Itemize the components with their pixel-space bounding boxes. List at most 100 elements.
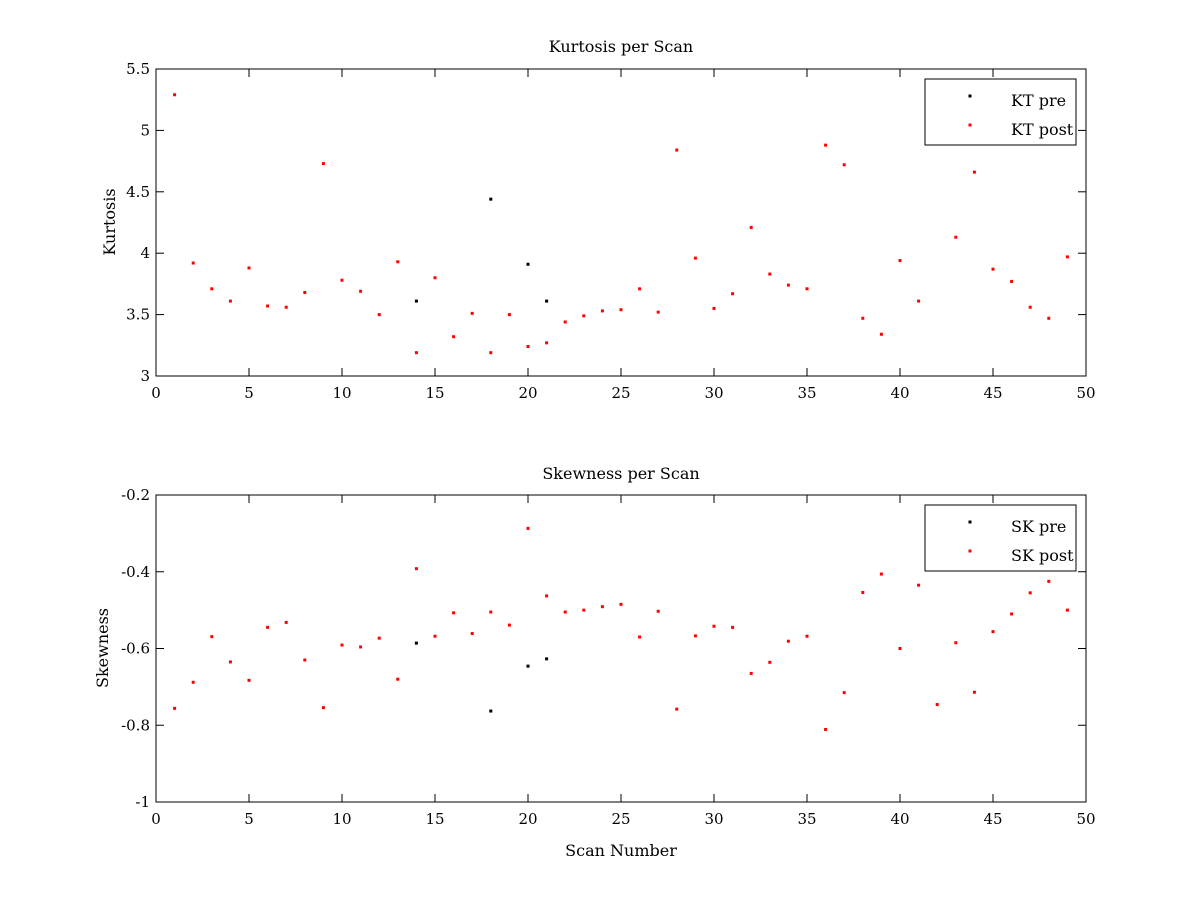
- kurtosis-marker-post: [824, 143, 828, 147]
- skewness-marker-post: [731, 625, 735, 629]
- kurtosis-marker-post: [266, 304, 270, 308]
- x-tick-label: 5: [244, 384, 254, 402]
- x-tick-label: 45: [983, 810, 1002, 828]
- kurtosis-marker-post: [321, 162, 325, 166]
- skewness-chart-title: Skewness per Scan: [542, 464, 699, 483]
- kurtosis-legend-label-pre: KT pre: [1011, 91, 1066, 110]
- skewness-marker-post: [954, 641, 958, 645]
- x-tick-label: 5: [244, 810, 254, 828]
- kurtosis-marker-pre: [545, 299, 549, 303]
- skewness-marker-post: [210, 635, 214, 639]
- kurtosis-marker-post: [228, 299, 232, 303]
- kurtosis-marker-post: [470, 311, 474, 315]
- kurtosis-marker-post: [582, 314, 586, 318]
- y-tick-label: -1: [135, 793, 150, 811]
- kurtosis-marker-post: [972, 170, 976, 174]
- kurtosis-marker-post: [545, 341, 549, 345]
- skewness-marker-post: [600, 605, 604, 609]
- kurtosis-marker-pre: [414, 299, 418, 303]
- skewness-legend: SK pre SK post: [924, 504, 1077, 572]
- kurtosis-marker-post: [414, 351, 418, 355]
- kurtosis-marker-post: [842, 163, 846, 167]
- x-tick-label: 25: [611, 384, 630, 402]
- kurtosis-legend-box: [924, 78, 1077, 146]
- kurtosis-marker-post: [173, 93, 177, 97]
- skewness-marker-pre: [414, 641, 418, 645]
- kurtosis-marker-post: [805, 287, 809, 291]
- x-tick-label: 30: [704, 810, 723, 828]
- skewness-marker-post: [377, 636, 381, 640]
- kurtosis-marker-post: [638, 287, 642, 291]
- skewness-marker-post: [1047, 579, 1051, 583]
- skewness-marker-post: [507, 623, 511, 627]
- skewness-marker-post: [526, 526, 530, 530]
- skewness-marker-post: [266, 625, 270, 629]
- kurtosis-marker-post: [693, 256, 697, 260]
- kurtosis-marker-post: [786, 283, 790, 287]
- skewness-marker-post: [786, 639, 790, 643]
- x-tick-label: 15: [425, 384, 444, 402]
- y-tick-label: -0.8: [121, 716, 150, 734]
- kurtosis-marker-post: [247, 266, 251, 270]
- skewness-marker-post: [935, 703, 939, 707]
- skewness-marker-post: [396, 677, 400, 681]
- x-tick-label: 10: [332, 384, 351, 402]
- kurtosis-legend-marker-post: [968, 123, 972, 127]
- kurtosis-marker-post: [1028, 305, 1032, 309]
- skewness-marker-post: [582, 608, 586, 612]
- skewness-marker-post: [321, 706, 325, 710]
- skewness-marker-post: [452, 611, 456, 615]
- kurtosis-marker-post: [396, 260, 400, 264]
- kurtosis-marker-post: [917, 299, 921, 303]
- skewness-y-axis-label: Skewness: [93, 608, 112, 688]
- kurtosis-marker-pre: [489, 197, 493, 201]
- skewness-marker-post: [749, 671, 753, 675]
- kurtosis-marker-post: [340, 278, 344, 282]
- skewness-marker-post: [247, 678, 251, 682]
- skewness-marker-post: [861, 590, 865, 594]
- kurtosis-chart-title: Kurtosis per Scan: [549, 37, 693, 56]
- skewness-marker-post: [489, 610, 493, 614]
- skewness-axes: 0 5 10 15 20 25 30 35 40 45 50 -1 -0.8 -0.6 -0.4 -0.2 S…: [93, 464, 1096, 860]
- kurtosis-marker-post: [898, 259, 902, 263]
- kurtosis-marker-post: [712, 306, 716, 310]
- skewness-marker-post: [898, 647, 902, 650]
- kurtosis-marker-post: [433, 276, 437, 280]
- kurtosis-legend-marker-pre: [968, 94, 972, 98]
- x-tick-label: 40: [890, 384, 909, 402]
- y-tick-label: -0.4: [121, 563, 150, 581]
- kurtosis-marker-post: [954, 235, 958, 239]
- kurtosis-legend-label-post: KT post: [1011, 120, 1074, 139]
- kurtosis-marker-post: [210, 287, 214, 291]
- skewness-marker-post: [563, 610, 567, 614]
- kurtosis-marker-post: [452, 335, 456, 339]
- skewness-marker-post: [284, 620, 288, 624]
- x-tick-label: 25: [611, 810, 630, 828]
- skewness-x-axis-label: Scan Number: [565, 841, 677, 860]
- skewness-marker-pre: [545, 657, 549, 661]
- kurtosis-marker-post: [619, 308, 623, 312]
- kurtosis-legend: KT pre KT post: [924, 78, 1077, 146]
- skewness-ticks: 0 5 10 15 20 25 30 35 40 45 50 -1 -0.8 -0.6 -0.4 -0.2: [121, 486, 1095, 828]
- skewness-marker-post: [824, 727, 828, 731]
- x-tick-label: 40: [890, 810, 909, 828]
- skewness-marker-post: [173, 706, 177, 710]
- y-tick-label: 3.5: [126, 306, 150, 324]
- skewness-legend-label-pre: SK pre: [1011, 517, 1066, 536]
- y-tick-label: 4: [140, 244, 150, 262]
- kurtosis-marker-post: [1010, 279, 1014, 283]
- x-tick-label: 45: [983, 384, 1002, 402]
- y-tick-label: 3: [140, 367, 150, 385]
- kurtosis-marker-post: [303, 290, 307, 294]
- kurtosis-marker-post: [768, 272, 772, 276]
- skewness-marker-post: [414, 567, 418, 571]
- kurtosis-marker-post: [991, 267, 995, 271]
- skewness-legend-marker-post: [968, 549, 972, 553]
- skewness-marker-post: [638, 635, 642, 639]
- y-tick-label: 5: [140, 121, 150, 139]
- x-tick-label: 0: [151, 384, 161, 402]
- y-tick-label: 4.5: [126, 183, 150, 201]
- kurtosis-marker-post: [656, 310, 660, 314]
- kurtosis-marker-post: [526, 345, 530, 349]
